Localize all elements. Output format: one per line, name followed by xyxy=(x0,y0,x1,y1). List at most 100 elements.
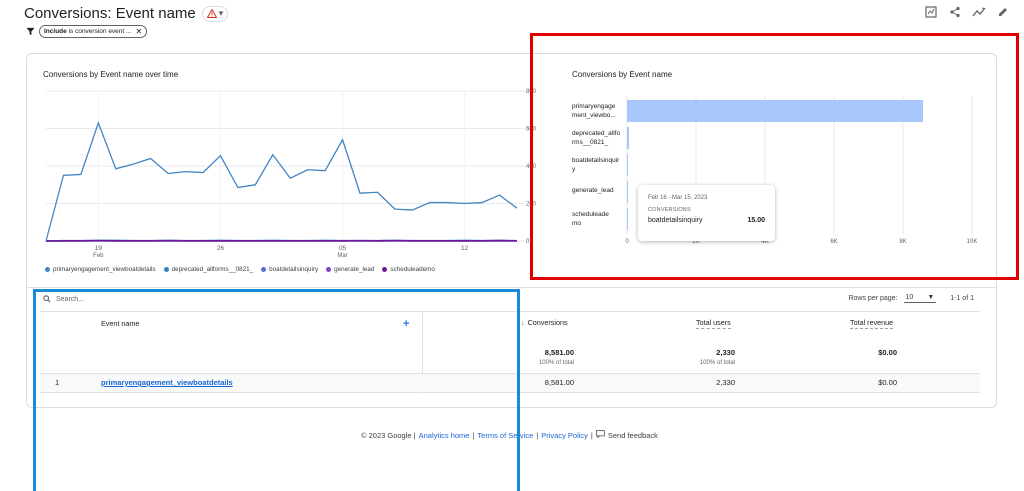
warning-dropdown[interactable]: ▾ xyxy=(201,5,229,22)
table-top-border xyxy=(40,311,980,312)
legend-label: deprecated_allforms__0821_ xyxy=(171,266,254,273)
x-tick-sublabel: Feb xyxy=(93,253,104,259)
legend-item[interactable]: deprecated_allforms__0821_ xyxy=(163,266,254,273)
feedback-icon[interactable] xyxy=(596,430,605,440)
tooltip-value: 15.00 xyxy=(747,217,765,224)
analytics-home-link[interactable]: Analytics home xyxy=(418,430,470,440)
blue-highlight-box xyxy=(33,289,520,491)
x-tick-label: 0 xyxy=(625,239,629,245)
filter-icon[interactable] xyxy=(26,27,35,36)
page-title: Conversions: Event name xyxy=(24,5,196,22)
category-label: generate_lead xyxy=(572,187,614,194)
send-feedback-link[interactable]: Send feedback xyxy=(607,430,658,440)
x-tick-label: 12 xyxy=(461,245,469,252)
divider xyxy=(27,287,996,288)
legend-label: generate_lead xyxy=(334,266,375,273)
category-label: scheduleade xyxy=(572,211,609,218)
category-label: ment_viewbo... xyxy=(572,112,616,119)
x-tick-label: 8K xyxy=(899,239,906,245)
pagination: Rows per page: 10 ▼ 1-1 of 1 xyxy=(848,294,974,303)
bar-chart[interactable]: 0 2K 4K 6K 8K 10K primaryengage ment_viewbo...d… xyxy=(567,84,987,254)
x-tick-label: 6K xyxy=(830,239,837,245)
warning-icon xyxy=(206,9,217,18)
filter-row: Include is conversion event ... ✕ xyxy=(26,25,148,38)
x-tick-label: 10K xyxy=(967,239,978,245)
bar xyxy=(627,154,628,176)
add-dimension-icon[interactable]: + xyxy=(403,318,410,330)
header-total-users[interactable]: Total users xyxy=(696,318,731,329)
privacy-link[interactable]: Privacy Policy xyxy=(541,430,588,440)
legend-dot xyxy=(163,267,169,272)
legend-dot xyxy=(261,267,267,272)
tooltip-event: boatdetailsinquiry xyxy=(648,217,703,224)
x-tick-label: 2K xyxy=(692,239,699,245)
total-conversions-pct: 100% of total xyxy=(538,360,574,366)
rows-per-page-select[interactable]: 10 ▼ xyxy=(903,294,937,303)
legend-dot xyxy=(45,267,50,272)
bar xyxy=(627,127,630,149)
category-label: rms__0821_ xyxy=(572,139,609,146)
search-input[interactable]: Search... xyxy=(56,295,85,303)
legend-label: primaryengagement_viewboatdetails xyxy=(53,266,156,273)
edit-icon[interactable] xyxy=(996,5,1010,19)
page-title-row: Conversions: Event name ▾ xyxy=(24,5,229,22)
x-tick-sublabel: Mar xyxy=(337,253,347,259)
close-icon[interactable]: ✕ xyxy=(135,27,143,36)
bar xyxy=(627,208,629,230)
legend-dot xyxy=(326,267,332,272)
header-event-name[interactable]: Event name xyxy=(101,319,140,328)
category-label: primaryengage xyxy=(572,103,616,110)
bar-chart-title: Conversions by Event name xyxy=(572,70,673,79)
page-info: 1-1 of 1 xyxy=(950,295,974,302)
category-label: y xyxy=(572,166,576,173)
row-index: 1 xyxy=(55,378,60,387)
total-revenue: $0.00 xyxy=(878,348,897,357)
header-conversions-label: Conversions xyxy=(527,318,568,327)
table-row[interactable] xyxy=(40,373,980,393)
legend-label: boatdetailsinquiry xyxy=(269,266,319,273)
toolbar xyxy=(924,5,1010,19)
x-tick-label: 19 xyxy=(95,245,103,252)
terms-link[interactable]: Terms of Service xyxy=(477,430,534,440)
copyright: © 2023 Google | xyxy=(361,430,416,440)
category-label: deprecated_allfo xyxy=(572,130,620,137)
y-tick-label: 0 xyxy=(526,239,530,245)
share-icon[interactable] xyxy=(948,5,962,19)
footer-separator: | xyxy=(536,430,539,440)
line-chart-legend: primaryengagement_viewboatdetails depreca… xyxy=(45,266,435,273)
category-label: boatdetailsinquir xyxy=(572,157,620,164)
total-conversions: 8,581.00 xyxy=(544,348,574,357)
filter-chip[interactable]: Include is conversion event ... ✕ xyxy=(39,25,148,38)
legend-item[interactable]: generate_lead xyxy=(326,266,374,273)
legend-item[interactable]: primaryengagement_viewboatdetails xyxy=(45,266,156,273)
tooltip-row: boatdetailsinquiry 15.00 xyxy=(648,217,765,224)
tooltip-metric-label: CONVERSIONS xyxy=(648,207,691,213)
series-line-primaryengagement_viewboatdetails xyxy=(45,120,518,242)
legend-item[interactable]: boatdetailsinquiry xyxy=(261,266,318,273)
chart-tooltip: Feb 16 - Mar 15, 2023 CONVERSIONS boatde… xyxy=(638,185,775,241)
x-tick-label: 4K xyxy=(761,239,768,245)
bar xyxy=(627,181,628,203)
footer-separator: | xyxy=(472,430,475,440)
footer-separator: | xyxy=(590,430,593,440)
rows-per-page-value: 10 xyxy=(905,294,914,301)
footer: © 2023 Google | Analytics home | Terms o… xyxy=(361,430,658,440)
bar xyxy=(627,100,924,122)
table-search[interactable]: Search... xyxy=(43,295,84,303)
series-line-scheduleademo xyxy=(45,239,518,242)
row-users: 2,330 xyxy=(716,378,735,387)
legend-item[interactable]: scheduleademo xyxy=(382,266,435,273)
header-conversions[interactable]: ↓ Conversions xyxy=(521,318,568,327)
rows-per-page-label: Rows per page: xyxy=(848,295,898,302)
line-chart-title: Conversions by Event name over time xyxy=(43,70,179,79)
chevron-down-icon: ▾ xyxy=(218,8,224,18)
row-event-link[interactable]: primaryengagement_viewboatdetails xyxy=(101,378,233,387)
insights-icon[interactable] xyxy=(972,5,986,19)
x-tick-label: 26 xyxy=(217,245,225,252)
customize-report-icon[interactable] xyxy=(924,5,938,19)
chevron-down-icon: ▼ xyxy=(927,294,935,301)
total-users: 2,330 xyxy=(716,348,735,357)
filter-chip-operator: Include xyxy=(44,28,67,35)
header-total-revenue[interactable]: Total revenue xyxy=(850,318,894,329)
